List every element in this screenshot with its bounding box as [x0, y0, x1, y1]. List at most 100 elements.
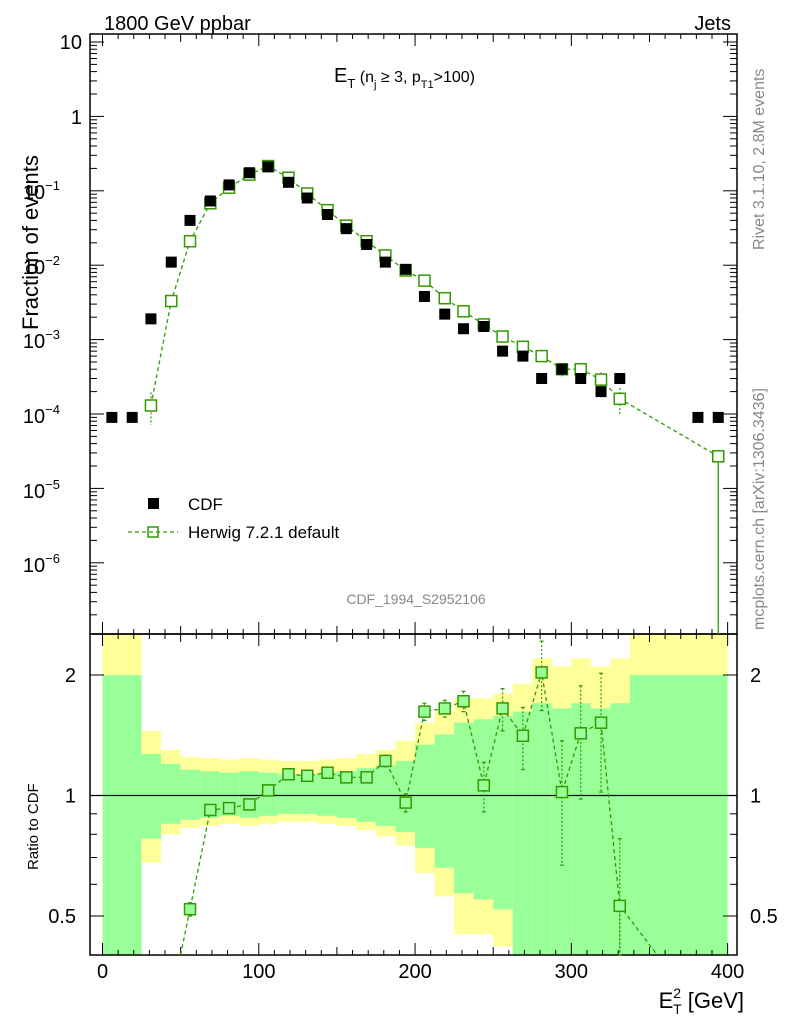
ratio-ytick-label-1: 1 [65, 786, 76, 808]
band-inner-bin [415, 744, 435, 848]
main-data-series [106, 161, 724, 423]
ratio-ytick-label-right-1: 1 [750, 786, 761, 808]
band-inner-bin [629, 675, 689, 955]
cdf-data-point [243, 167, 255, 179]
ratio-mc-point [183, 902, 197, 916]
cdf-data-point [478, 320, 490, 332]
mc-point [613, 392, 627, 406]
ratio-mc-point [438, 702, 452, 715]
cdf-data-point [379, 256, 391, 268]
mc-point [535, 349, 548, 363]
x-tick-labels: 0 100 200 300 400 [97, 961, 744, 983]
ratio-mc-point [340, 771, 353, 784]
ytick-label-1e-3: 10−3 [23, 327, 60, 353]
cdf-data-point [223, 179, 235, 191]
ratio-mc-point [261, 784, 275, 797]
cdf-data-point [204, 195, 216, 207]
main-plot-title: ET (nj ≥ 3, pT1>100) [334, 65, 475, 91]
ytick-label-1e-6: 10−6 [23, 551, 60, 577]
band-inner-bin [141, 753, 162, 839]
mc-point [183, 234, 197, 248]
cdf-data-point [184, 214, 196, 226]
ratio-uncertainty-bands [102, 634, 728, 955]
legend: CDF Herwig 7.2.1 default [128, 495, 339, 542]
band-inner-bin [161, 763, 181, 824]
ytick-label-10: 10 [60, 32, 82, 54]
analysis-id-label: CDF_1994_S2952106 [346, 591, 486, 607]
mc-point [457, 305, 470, 318]
legend-mc-marker [147, 526, 159, 538]
cdf-data-point [126, 411, 138, 423]
ratio-frame [89, 633, 738, 956]
ytick-label-1: 1 [71, 107, 82, 129]
cdf-data-point [262, 161, 274, 173]
cdf-data-point [614, 373, 626, 385]
ytick-label-1e-4: 10−4 [23, 402, 60, 428]
cdf-data-point [556, 363, 568, 375]
axes [89, 33, 738, 956]
band-inner-bin [610, 703, 630, 955]
ratio-mc-point [360, 771, 373, 784]
source-label: mcplots.cern.ch [arXiv:1306.3436] [751, 388, 768, 630]
ratio-ytick-label-right-0.5: 0.5 [750, 906, 778, 928]
ratio-mc-point [204, 803, 217, 817]
ratio-mc-point [613, 899, 627, 913]
xtick-label-300: 300 [555, 961, 588, 983]
ratio-mc-point [574, 727, 587, 740]
band-inner-bin [493, 715, 513, 910]
ratio-ytick-label-0.5: 0.5 [48, 906, 76, 928]
ratio-mc-point [243, 798, 256, 811]
cdf-data-point [282, 176, 294, 188]
ratio-y-tick-labels-left: 0.5 1 2 [48, 665, 76, 928]
ratio-mc-point [594, 716, 608, 729]
cdf-data-point [497, 345, 509, 357]
band-inner-bin [688, 675, 728, 955]
mc-point [594, 373, 608, 386]
band-inner-bin [512, 711, 533, 955]
xtick-label-200: 200 [398, 961, 431, 983]
cdf-data-point [145, 313, 157, 325]
ytick-label-1e-5: 10−5 [23, 477, 60, 503]
cdf-data-point [692, 411, 704, 423]
cdf-data-point [361, 238, 373, 250]
band-inner-bin [278, 774, 298, 814]
ytick-label-1e-2: 10−2 [23, 253, 60, 279]
band-inner-bin [317, 772, 337, 816]
ratio-mc-point [535, 666, 548, 679]
ratio-y-tick-labels-right: 0.5 1 2 [750, 665, 778, 928]
ratio-mc-point [555, 785, 569, 799]
cdf-data-point [536, 373, 548, 385]
cdf-data-point [712, 411, 724, 423]
band-inner-bin [297, 774, 318, 814]
ratio-mc-point [457, 694, 470, 708]
ratio-ytick-label-right-2: 2 [750, 665, 761, 687]
mc-line [150, 165, 719, 457]
ratio-mc-point [321, 766, 334, 779]
cdf-data-point [322, 209, 334, 221]
process-label: Jets [694, 13, 731, 35]
mc-point [496, 330, 509, 343]
mc-point [418, 274, 431, 287]
band-inner-bin [551, 708, 572, 955]
ratio-y-axis-label: Ratio to CDF [25, 783, 42, 870]
cdf-data-point [595, 386, 607, 398]
mc-point [711, 450, 725, 463]
ratio-mc-point [300, 769, 314, 783]
ratio-mc-point [418, 705, 431, 718]
ratio-mc-point [399, 796, 412, 809]
band-inner-bin [180, 769, 201, 820]
xtick-label-100: 100 [242, 961, 275, 983]
rivet-version-label: Rivet 3.1.10, 2.8M events [751, 69, 768, 250]
main-y-axis-label: Fraction of events [18, 155, 43, 330]
ratio-mc-point [477, 779, 491, 792]
band-inner-bin [454, 722, 474, 894]
ratio-mc-point [222, 801, 236, 815]
cdf-data-point [400, 263, 412, 275]
cdf-data-point [575, 373, 587, 385]
x-axis-label: E2 T [GeV] [659, 985, 744, 1017]
band-inner-bin [434, 734, 455, 868]
legend-data-marker [148, 498, 159, 509]
mc-point [438, 291, 452, 305]
main-mc-series [144, 159, 725, 634]
